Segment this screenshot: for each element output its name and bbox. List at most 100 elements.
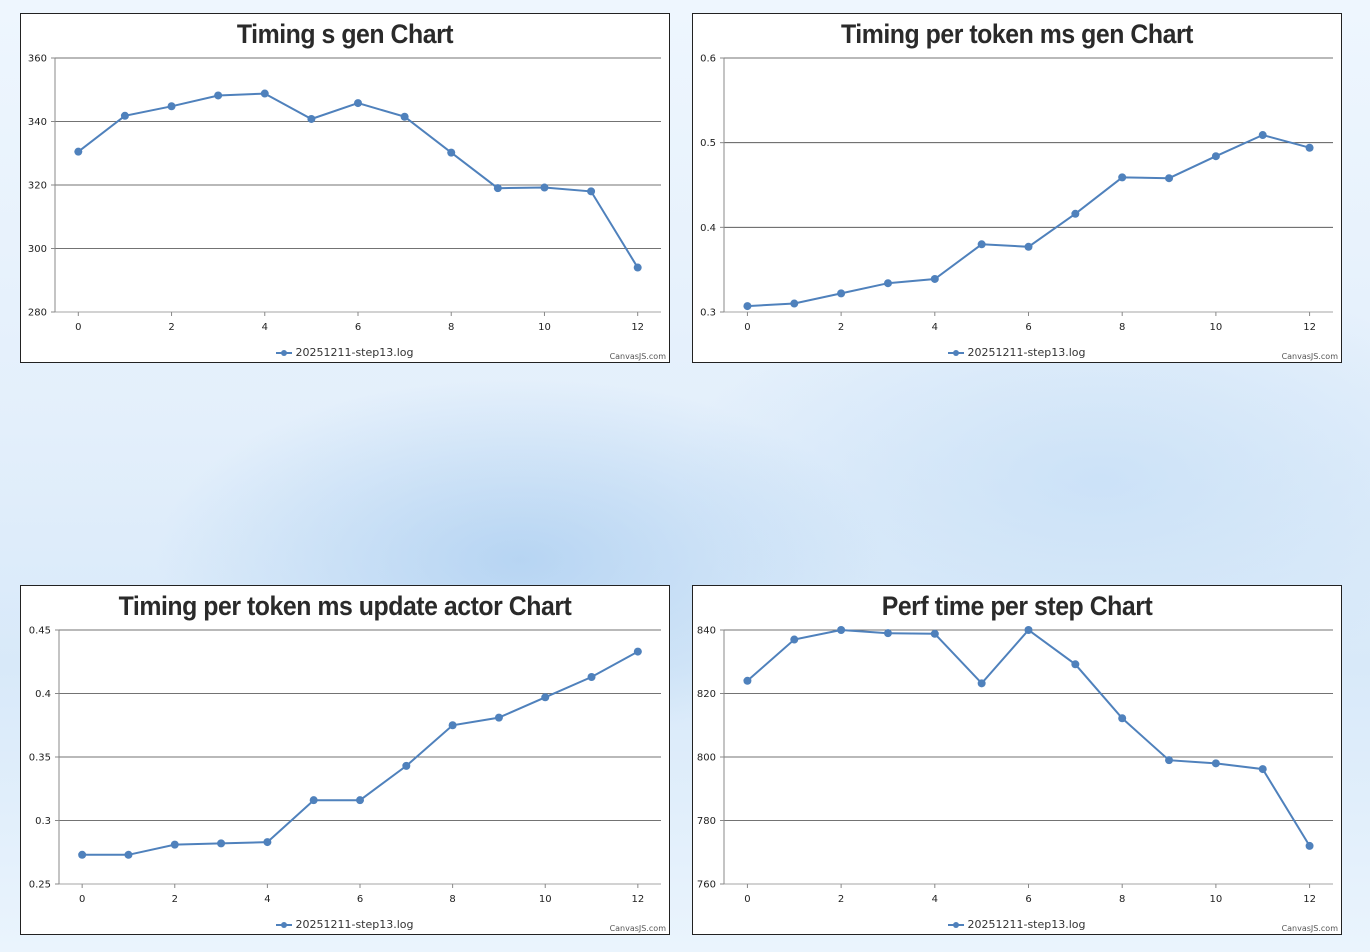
data-point[interactable]: [743, 302, 752, 311]
y-tick-label: 760: [697, 880, 716, 891]
data-point[interactable]: [124, 850, 133, 859]
data-point[interactable]: [78, 850, 87, 859]
data-point[interactable]: [837, 626, 846, 634]
y-tick-label: 0.4: [700, 223, 716, 234]
data-point[interactable]: [402, 761, 411, 770]
x-tick-label: 12: [1303, 894, 1316, 905]
series-line: [747, 133, 1310, 308]
data-point[interactable]: [260, 89, 269, 98]
chart-timing-s-gen: Timing s gen Chart 280 300 320 340 360 0 2 4 6 8 1…: [20, 13, 670, 363]
data-point[interactable]: [356, 796, 364, 805]
data-point[interactable]: [1071, 209, 1080, 218]
canvasjs-credit-link[interactable]: CanvasJS.com: [609, 352, 666, 361]
data-point[interactable]: [309, 796, 318, 805]
data-point[interactable]: [743, 676, 752, 685]
data-point[interactable]: [1024, 242, 1033, 251]
data-point[interactable]: [307, 114, 316, 123]
legend[interactable]: 20251211-step13.log: [21, 346, 669, 359]
data-point[interactable]: [1305, 143, 1314, 152]
x-tick-label: 4: [932, 894, 938, 905]
y-tick-label: 320: [28, 181, 47, 192]
data-point[interactable]: [1024, 626, 1033, 634]
x-tick-label: 6: [1025, 894, 1031, 905]
data-point[interactable]: [447, 148, 456, 157]
canvasjs-credit-link[interactable]: CanvasJS.com: [1281, 352, 1338, 361]
data-point[interactable]: [1165, 174, 1174, 183]
plot-area: 280 300 320 340 360 0 2 4 6 8 10 12: [28, 54, 661, 333]
data-point[interactable]: [1258, 131, 1267, 140]
canvasjs-credit-link[interactable]: CanvasJS.com: [609, 924, 666, 933]
data-point[interactable]: [1211, 152, 1220, 161]
data-point[interactable]: [837, 289, 846, 298]
chart-perf-time-per-step: Perf time per step Chart 760 780 800 820 840…: [692, 585, 1342, 935]
data-point[interactable]: [930, 629, 939, 638]
y-tick-label: 0.5: [700, 138, 716, 149]
data-point[interactable]: [1211, 759, 1220, 768]
plot-area: 760 780 800 820 840 0 2 4 6 8 10 12: [697, 626, 1333, 905]
chart-timing-per-token-ms-update-actor: Timing per token ms update actor Chart 0…: [20, 585, 670, 935]
data-point[interactable]: [494, 713, 503, 722]
data-point[interactable]: [790, 299, 799, 308]
x-tick-label: 2: [838, 322, 844, 333]
data-point[interactable]: [977, 240, 986, 249]
y-tick-label: 840: [697, 626, 716, 637]
y-tick-label: 820: [697, 689, 716, 700]
data-point[interactable]: [1118, 173, 1127, 182]
data-point[interactable]: [883, 629, 892, 638]
data-point[interactable]: [930, 274, 939, 283]
data-point[interactable]: [587, 187, 596, 196]
y-tick-label: 0.6: [700, 54, 716, 65]
series-line: [746, 628, 1311, 847]
legend[interactable]: 20251211-step13.log: [693, 918, 1341, 931]
x-tick-label: 4: [264, 894, 270, 905]
data-point[interactable]: [493, 184, 502, 193]
data-point[interactable]: [1118, 714, 1127, 723]
data-point[interactable]: [400, 112, 409, 121]
data-point[interactable]: [633, 647, 642, 656]
x-tick-label: 8: [449, 894, 455, 905]
x-tick-label: 8: [1119, 322, 1125, 333]
legend-label: 20251211-step13.log: [295, 918, 414, 931]
canvasjs-credit-link[interactable]: CanvasJS.com: [1281, 924, 1338, 933]
data-point[interactable]: [74, 147, 83, 156]
data-point[interactable]: [540, 183, 549, 192]
x-tick-label: 4: [262, 322, 268, 333]
data-point[interactable]: [790, 635, 799, 644]
y-tick-label: 780: [697, 816, 716, 827]
data-point[interactable]: [1305, 841, 1314, 850]
legend-marker-icon: [948, 348, 965, 358]
data-point[interactable]: [1071, 660, 1080, 669]
data-point[interactable]: [1165, 756, 1174, 765]
data-point[interactable]: [883, 279, 892, 288]
y-tick-label: 800: [697, 753, 716, 764]
data-point[interactable]: [167, 102, 176, 111]
data-point[interactable]: [214, 91, 223, 100]
x-tick-label: 0: [744, 894, 750, 905]
data-point[interactable]: [448, 721, 457, 730]
y-tick-label: 0.3: [35, 816, 51, 827]
data-point[interactable]: [354, 99, 362, 108]
y-tick-label: 0.4: [35, 689, 51, 700]
legend-marker-icon: [948, 920, 965, 930]
data-point[interactable]: [587, 672, 596, 681]
data-point[interactable]: [170, 840, 179, 849]
x-tick-label: 10: [1210, 894, 1223, 905]
data-point[interactable]: [633, 263, 642, 272]
chart-title: Perf time per step Chart: [881, 591, 1153, 621]
legend-marker-icon: [276, 920, 293, 930]
data-point[interactable]: [977, 679, 986, 688]
y-tick-label: 340: [28, 117, 47, 128]
legend[interactable]: 20251211-step13.log: [693, 346, 1341, 359]
data-point[interactable]: [120, 111, 129, 120]
chart-timing-per-token-ms-gen: Timing per token ms gen Chart 0.3 0.4 0.5 0…: [692, 13, 1342, 363]
data-point[interactable]: [1258, 765, 1267, 774]
chart-title: Timing s gen Chart: [236, 19, 454, 49]
data-point[interactable]: [217, 839, 226, 848]
data-point[interactable]: [541, 693, 550, 702]
data-point[interactable]: [263, 838, 272, 847]
legend[interactable]: 20251211-step13.log: [21, 918, 669, 931]
x-tick-label: 10: [539, 894, 552, 905]
x-tick-label: 0: [744, 322, 750, 333]
x-tick-label: 12: [631, 894, 644, 905]
series-line: [82, 650, 639, 856]
